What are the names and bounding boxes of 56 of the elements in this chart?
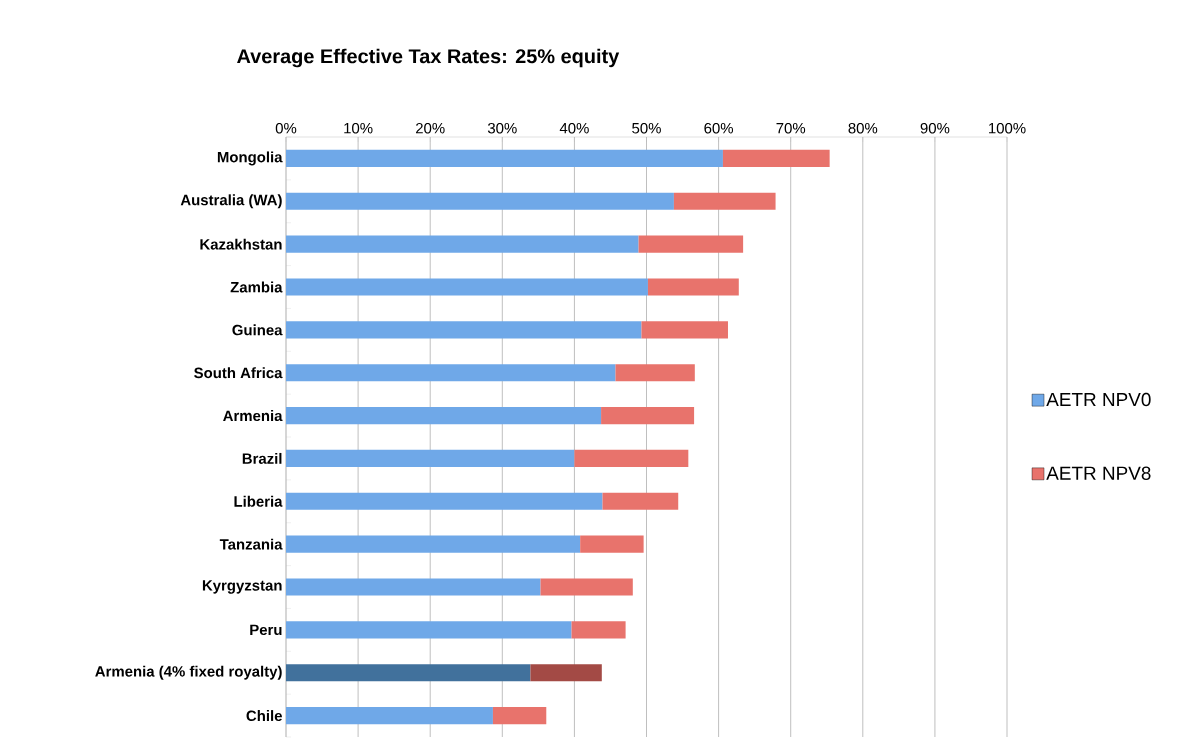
- y-tick-label: Kyrgyzstan: [202, 580, 282, 594]
- bar: [286, 278, 648, 296]
- chart-title: Average Effective Tax Rates: 25% equity: [237, 48, 620, 68]
- y-tick-label: Armenia: [223, 410, 283, 422]
- x-tick-label: 60%: [704, 122, 734, 134]
- bar: [722, 149, 830, 167]
- y-tick-label: Guinea: [232, 324, 283, 336]
- bar: [641, 321, 728, 339]
- x-tick-label: 0%: [275, 122, 297, 134]
- bar: [286, 149, 723, 167]
- y-tick-label: Zambia: [230, 281, 283, 293]
- x-tick-label: 90%: [920, 122, 950, 134]
- y-tick-label: South Africa: [194, 367, 283, 379]
- bar: [601, 407, 695, 425]
- y-tick-label: Liberia: [234, 495, 283, 507]
- bar: [286, 621, 572, 639]
- bar: [615, 364, 695, 382]
- bar: [673, 192, 776, 210]
- x-tick-label: 50%: [632, 122, 661, 134]
- bar: [286, 578, 541, 596]
- bar: [580, 535, 644, 553]
- bar: [286, 407, 602, 425]
- bar: [286, 192, 674, 210]
- bar: [286, 364, 616, 382]
- bar: [286, 492, 603, 510]
- y-tick-label: Mongolia: [217, 151, 283, 166]
- x-tick-label: 80%: [848, 122, 878, 134]
- x-tick-label: 70%: [776, 122, 806, 134]
- bar: [286, 235, 639, 253]
- x-tick-label: 100%: [989, 122, 1026, 134]
- y-tick-label: Chile: [246, 710, 282, 722]
- bar: [540, 578, 633, 596]
- bar: [574, 449, 689, 467]
- x-tick-label: 30%: [487, 122, 517, 134]
- y-tick-label: Tanzania: [219, 538, 283, 550]
- y-tick-label: Armenia (4% fixed royalty): [95, 665, 282, 680]
- bar: [286, 449, 575, 467]
- x-tick-label: 20%: [416, 122, 445, 134]
- bar: [286, 535, 581, 553]
- y-tick-label: Brazil: [242, 452, 282, 464]
- bar: [638, 235, 744, 253]
- bar: [647, 278, 739, 296]
- bar: [602, 492, 679, 510]
- bar: [492, 707, 547, 725]
- y-tick-label: Australia (WA): [180, 194, 282, 209]
- bar: [286, 321, 642, 339]
- bar: [571, 621, 626, 639]
- legend-label: AETR NPV8: [1046, 466, 1151, 480]
- y-tick-label: Kazakhstan: [200, 238, 282, 250]
- y-tick-label: Peru: [250, 624, 282, 636]
- x-tick-label: 10%: [344, 122, 373, 134]
- bar: [286, 664, 531, 682]
- bar: [286, 707, 493, 725]
- bar: [530, 664, 602, 682]
- legend-label: AETR NPV0: [1046, 392, 1151, 407]
- x-tick-label: 40%: [559, 122, 589, 134]
